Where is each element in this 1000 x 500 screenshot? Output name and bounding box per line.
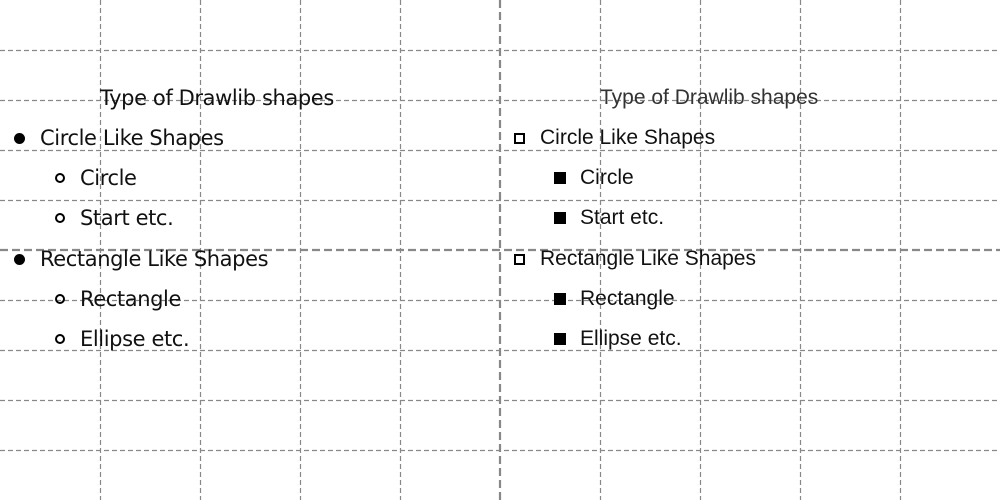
filled-circle-bullet-icon (14, 253, 25, 265)
list-item-label: Start etc. (80, 206, 174, 230)
hollow-circle-bullet-icon (55, 334, 65, 344)
list-item-level2: Start etc. (0, 206, 174, 230)
hollow-circle-bullet-icon (55, 213, 65, 223)
list-item-level1: Circle Like Shapes (0, 126, 224, 150)
list-item-label: Ellipse etc. (80, 327, 190, 351)
list-item-level2: Ellipse etc. (0, 327, 190, 351)
list-item-label: Circle Like Shapes (40, 126, 224, 150)
list-item-label: Rectangle (580, 287, 675, 310)
filled-square-bullet-icon (554, 172, 566, 184)
list-item-level1: Rectangle Like Shapes (0, 247, 269, 271)
filled-square-bullet-icon (554, 212, 566, 224)
list-item-label: Rectangle (80, 287, 182, 311)
left-shape-list: Type of Drawlib shapes Circle Like Shape… (0, 86, 334, 351)
list-item-label: Start etc. (580, 206, 665, 229)
list-item-level2: Ellipse etc. (500, 327, 682, 351)
list-item-label: Circle (580, 166, 634, 189)
list-item-level2: Circle (0, 166, 137, 190)
list-heading: Type of Drawlib shapes (100, 86, 334, 110)
list-item-level2: Rectangle (500, 287, 675, 311)
list-item-label: Circle Like Shapes (540, 126, 716, 149)
hollow-circle-bullet-icon (55, 294, 65, 304)
list-item-label: Circle (80, 166, 137, 190)
filled-circle-bullet-icon (14, 132, 25, 144)
list-item-level2: Start etc. (500, 206, 664, 230)
filled-square-bullet-icon (554, 293, 566, 305)
list-item-label: Ellipse etc. (580, 327, 682, 350)
hollow-circle-bullet-icon (55, 173, 65, 183)
filled-square-bullet-icon (554, 333, 566, 345)
list-item-level1: Rectangle Like Shapes (500, 247, 756, 271)
list-item-level1: Circle Like Shapes (500, 126, 715, 150)
list-item-level2: Circle (500, 166, 634, 190)
right-shape-list: Type of Drawlib shapes Circle Like Shape… (500, 0, 1000, 500)
list-heading: Type of Drawlib shapes (600, 86, 819, 109)
list-item-label: Rectangle Like Shapes (40, 247, 269, 271)
list-item-level2: Rectangle (0, 287, 181, 311)
hollow-square-bullet-icon (514, 132, 525, 144)
hollow-square-bullet-icon (514, 253, 525, 265)
list-item-label: Rectangle Like Shapes (540, 247, 756, 270)
